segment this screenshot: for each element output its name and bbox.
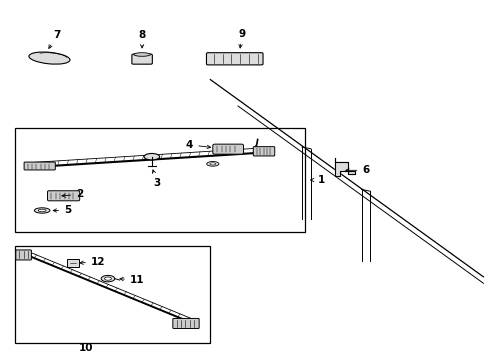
Text: 6: 6 <box>345 165 369 175</box>
Text: 7: 7 <box>49 30 61 48</box>
FancyBboxPatch shape <box>16 250 31 260</box>
Ellipse shape <box>144 153 159 160</box>
Polygon shape <box>334 158 354 176</box>
FancyBboxPatch shape <box>24 162 55 170</box>
FancyBboxPatch shape <box>253 147 274 156</box>
Ellipse shape <box>134 53 150 56</box>
Text: 8: 8 <box>138 30 145 48</box>
FancyBboxPatch shape <box>206 53 263 65</box>
FancyBboxPatch shape <box>172 319 199 328</box>
Ellipse shape <box>34 208 50 213</box>
Text: 10: 10 <box>79 343 93 353</box>
Ellipse shape <box>209 163 215 165</box>
FancyBboxPatch shape <box>212 144 243 154</box>
Text: 4: 4 <box>185 140 210 150</box>
FancyBboxPatch shape <box>47 191 80 201</box>
Text: 11: 11 <box>120 275 144 285</box>
FancyBboxPatch shape <box>132 54 152 64</box>
Bar <box>66 259 79 267</box>
Ellipse shape <box>101 275 115 282</box>
Text: 2: 2 <box>62 189 83 199</box>
Text: 12: 12 <box>80 257 105 267</box>
Ellipse shape <box>206 162 219 166</box>
Bar <box>15 128 305 232</box>
Text: 3: 3 <box>152 170 160 188</box>
Bar <box>15 246 210 343</box>
Text: 9: 9 <box>238 29 245 48</box>
Ellipse shape <box>104 277 111 280</box>
Ellipse shape <box>29 52 70 64</box>
Text: 5: 5 <box>53 206 71 216</box>
Text: 1: 1 <box>310 175 324 185</box>
Ellipse shape <box>38 209 46 212</box>
